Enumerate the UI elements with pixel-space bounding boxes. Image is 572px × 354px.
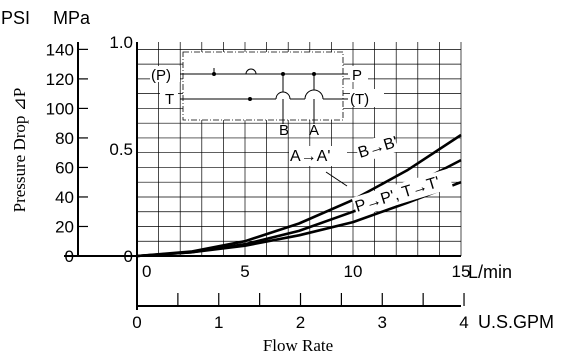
tick-label-psi: 40 <box>55 188 74 207</box>
tick-label-gpm: 2 <box>296 313 305 332</box>
tick-label-gpm: 4 <box>459 313 468 332</box>
tick-label-psi: 20 <box>55 217 74 236</box>
tick-label-psi: 0 <box>65 247 74 266</box>
y-axis-title: Pressure Drop ⊿P <box>10 88 29 213</box>
inset-node <box>281 72 285 76</box>
series-label-leader <box>325 171 348 187</box>
series-label-bg <box>354 132 399 164</box>
inset-label-a: A <box>309 122 319 139</box>
series-line-3 <box>136 180 462 258</box>
inset-label-t-left: T <box>165 91 174 108</box>
tick-label-lpm: 15 <box>452 262 471 281</box>
inset-label-b: B <box>279 122 289 139</box>
inset-label-bg <box>350 89 384 107</box>
y-unit-psi: PSI <box>1 8 30 28</box>
y-unit-mpa: MPa <box>53 8 91 28</box>
inset-node <box>212 72 216 76</box>
series-line-2 <box>136 158 462 258</box>
tick-label-lpm: 0 <box>142 262 151 281</box>
x-unit-lpm: L/min <box>468 262 512 282</box>
series-label-bg <box>351 168 454 218</box>
series-label-1: A→A' <box>290 148 330 165</box>
tick-label-mpa: 1.0 <box>109 33 133 52</box>
axes <box>64 42 465 310</box>
tick-label-gpm: 0 <box>132 313 141 332</box>
tick-label-lpm: 10 <box>344 262 363 281</box>
x-axis-title: Flow Rate <box>263 336 333 354</box>
x-unit-gpm: U.S.GPM <box>478 312 554 332</box>
axis-text: 0 20 40 60 80 100 120 140 0 0.5 1.0 0 5 10 15 0 1 2 3 4 PSI M… <box>1 8 554 354</box>
inset-label-t-right: (T) <box>350 91 369 108</box>
tick-label-psi: 120 <box>46 70 74 89</box>
inset-label-bg <box>350 66 368 82</box>
inset-node <box>248 97 252 101</box>
circuit-inset: (P) T P (T) B A <box>150 51 384 139</box>
inset-frame <box>182 51 344 121</box>
inset-label-p-left: (P) <box>151 67 171 84</box>
series-labels: A→A' B→B'P→P', T→T' <box>289 132 454 218</box>
inset-hop-1 <box>245 68 257 75</box>
tick-label-psi: 60 <box>55 158 74 177</box>
tick-label-psi: 80 <box>55 129 74 148</box>
series-label-bg <box>289 146 347 166</box>
inset-label-p-right: P <box>352 67 362 84</box>
tick-label-gpm: 3 <box>378 313 387 332</box>
tick-label-psi: 140 <box>46 40 74 59</box>
tick-label-mpa: 0 <box>124 247 133 266</box>
inset-label-bg <box>150 66 180 82</box>
tick-label-lpm: 5 <box>240 262 249 281</box>
tick-label-mpa: 0.5 <box>109 140 133 159</box>
tick-label-psi: 100 <box>46 99 74 118</box>
tick-label-gpm: 1 <box>214 313 223 332</box>
inset-label-bg <box>160 90 178 106</box>
inset-node <box>312 72 316 76</box>
